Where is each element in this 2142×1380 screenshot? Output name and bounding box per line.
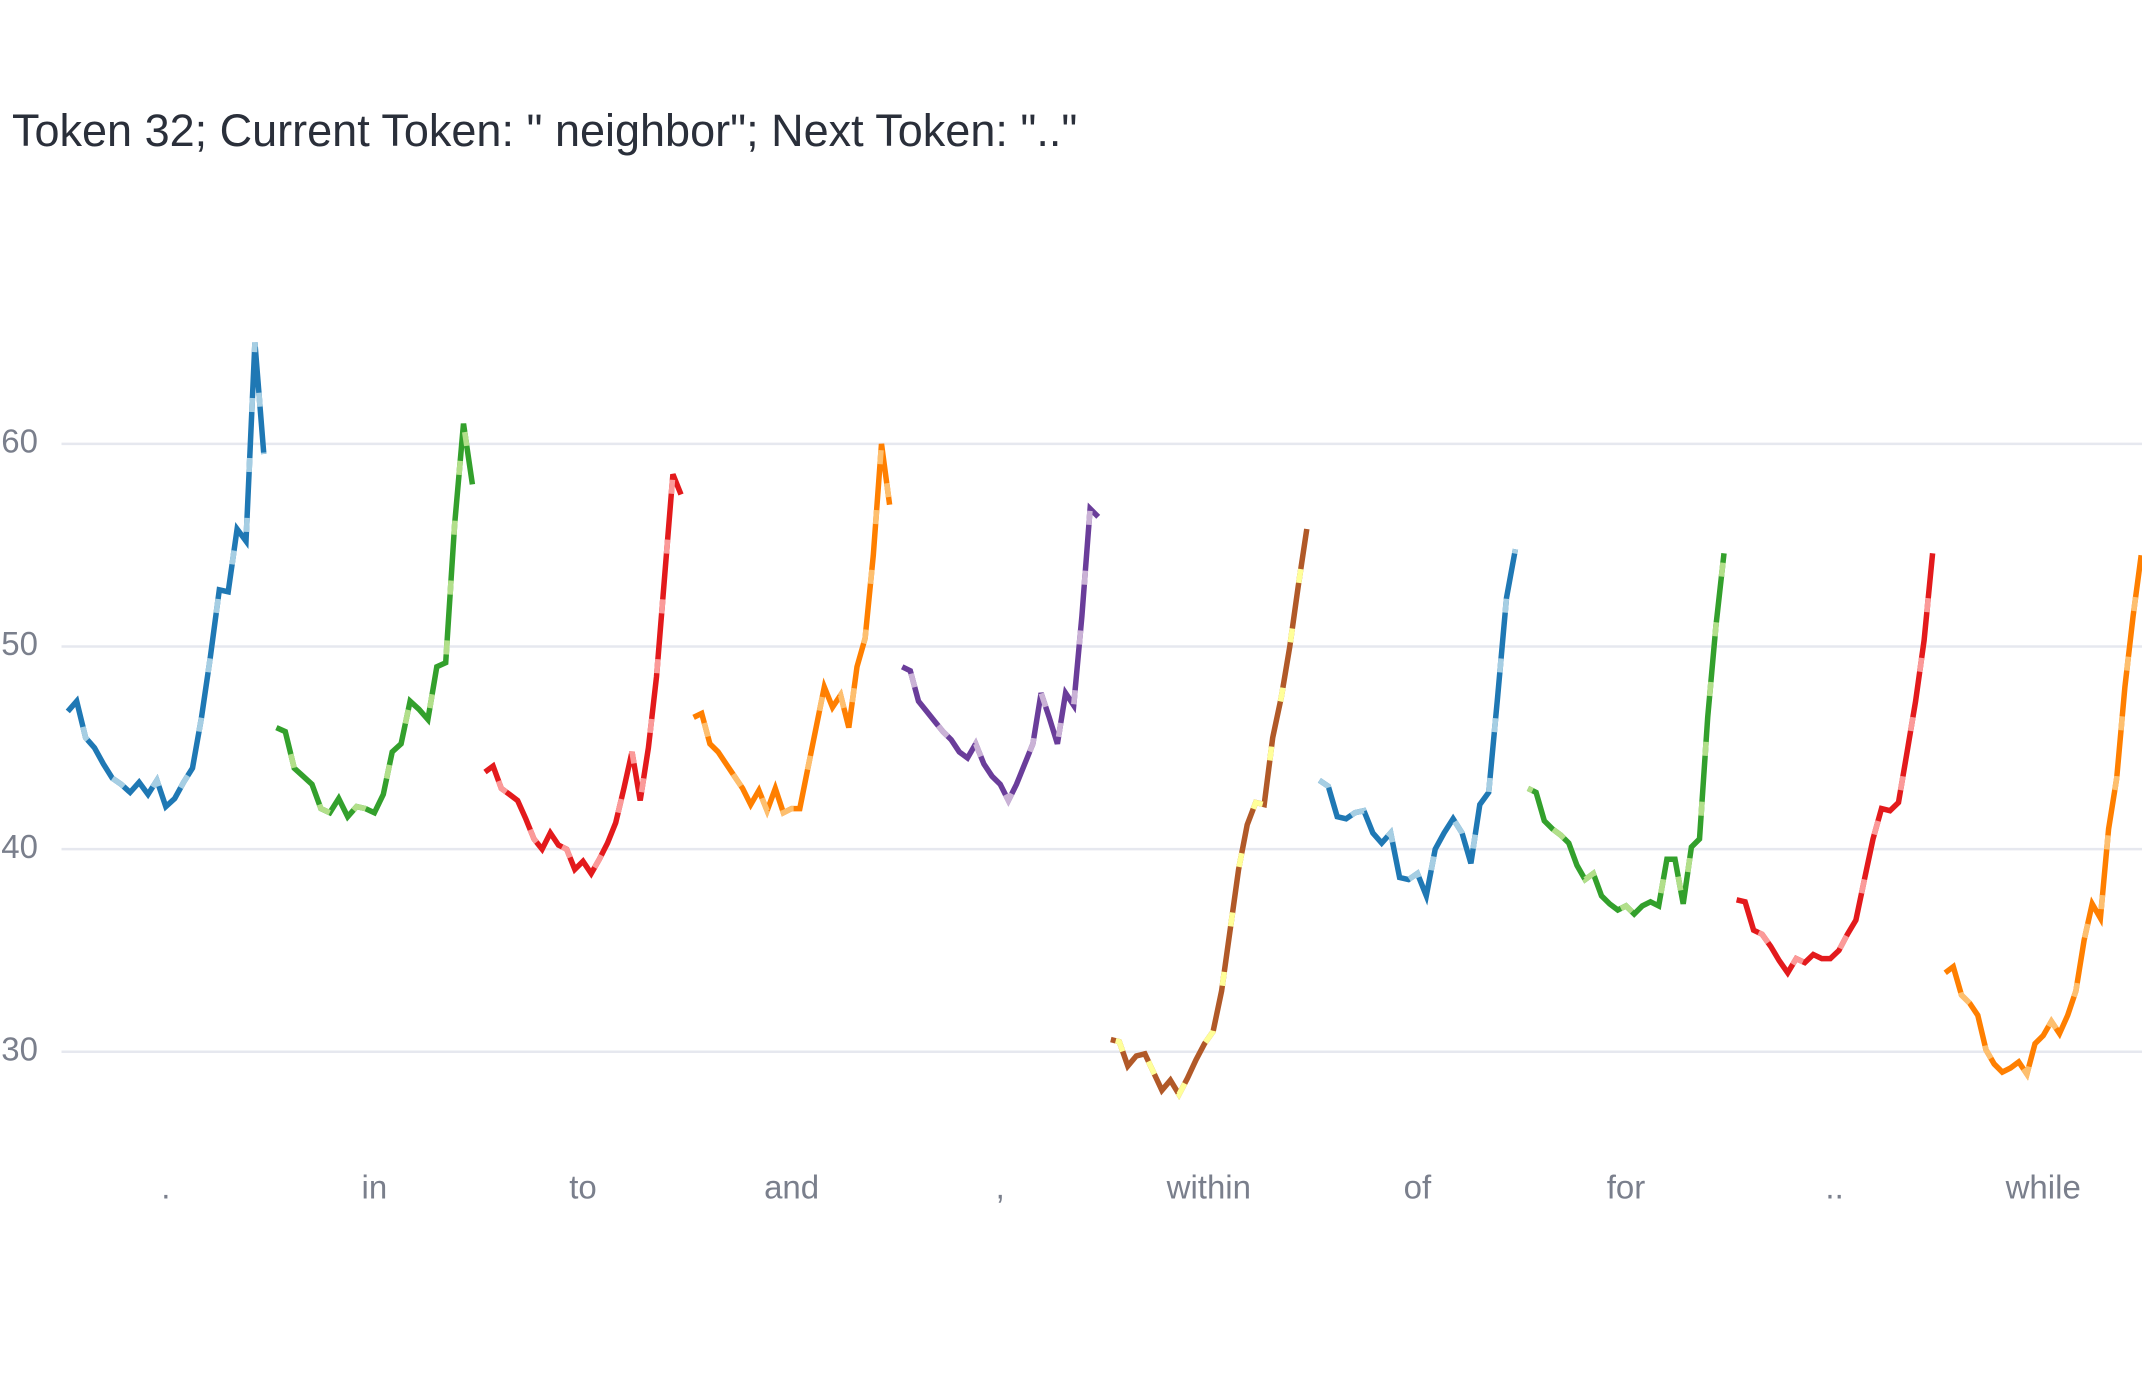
line	[275, 423, 476, 822]
line	[1110, 528, 1310, 1100]
x-tick-label: .	[161, 1169, 170, 1206]
x-tick-label: for	[1607, 1169, 1646, 1206]
x-tick-label: of	[1404, 1169, 1432, 1206]
y-tick-label: 50	[1, 625, 38, 662]
line-highlight	[900, 502, 1101, 807]
line-highlight	[275, 423, 476, 822]
x-tick-label: ..	[1825, 1169, 1843, 1206]
x-tick-label: within	[1166, 1169, 1251, 1206]
x-tick-label: while	[2005, 1169, 2081, 1206]
line	[1317, 548, 1519, 906]
line-highlight	[1317, 548, 1519, 906]
x-tick-label: ,	[996, 1169, 1005, 1206]
x-tick-label: in	[362, 1169, 388, 1206]
line	[692, 443, 893, 819]
line	[65, 342, 267, 812]
line	[1735, 553, 1936, 978]
x-tick-label: to	[569, 1169, 597, 1206]
line-highlight	[65, 342, 267, 812]
line	[1943, 554, 2142, 1081]
line-highlight	[1526, 552, 1727, 918]
line-highlight	[1110, 528, 1310, 1100]
line	[1526, 552, 1727, 918]
line	[483, 473, 684, 879]
y-tick-label: 60	[1, 423, 38, 460]
chart-title: Token 32; Current Token: " neighbor"; Ne…	[12, 105, 1077, 156]
y-tick-label: 30	[1, 1031, 38, 1068]
y-tick-label: 40	[1, 828, 38, 865]
x-tick-label: and	[764, 1169, 819, 1206]
line-highlight	[692, 443, 893, 819]
line-highlight	[483, 473, 684, 879]
line	[900, 502, 1101, 807]
